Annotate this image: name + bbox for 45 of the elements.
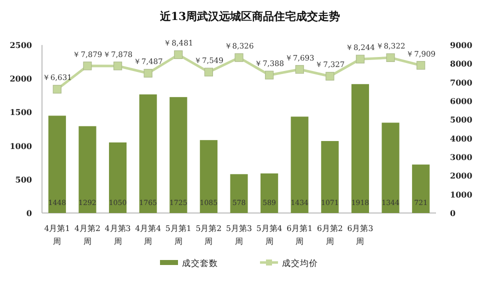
bar	[412, 164, 430, 213]
y2-tick-label: 1000	[450, 189, 473, 200]
point	[326, 72, 334, 81]
bar	[200, 140, 218, 213]
point	[113, 62, 122, 70]
y2-tick-label: 2000	[450, 170, 473, 181]
y2-tick-label: 8000	[450, 58, 473, 69]
point	[265, 70, 274, 80]
point	[52, 84, 62, 94]
bar	[260, 173, 278, 213]
y-tick-label: 1000	[10, 140, 32, 151]
point	[356, 54, 365, 64]
point	[83, 62, 92, 70]
y2-tick-label: 6000	[450, 96, 473, 106]
y-tick-label: 2000	[10, 74, 32, 84]
y2-tick-label: 0	[450, 208, 456, 218]
point	[386, 53, 395, 62]
bar	[48, 116, 66, 213]
bar	[170, 97, 188, 213]
chart-title: 近13周武汉远城区商品住宅成交走势	[158, 10, 340, 23]
y2-tick-label: 3000	[450, 152, 473, 162]
bar	[321, 141, 339, 213]
bar	[351, 84, 370, 213]
bar	[78, 126, 96, 213]
y2-tick-label: 9000	[450, 40, 473, 50]
point	[295, 65, 304, 74]
y2-tick-label: 5000	[450, 114, 473, 125]
bar	[290, 116, 308, 213]
y-tick-label: 0	[26, 208, 32, 218]
point	[234, 53, 244, 62]
bar	[139, 94, 157, 213]
point	[174, 50, 183, 59]
point	[144, 68, 152, 78]
bar	[108, 142, 127, 213]
bar	[230, 174, 248, 213]
y2-tick-label: 7000	[450, 77, 473, 88]
y2-tick-label: 4000	[450, 133, 473, 144]
legend-label: 成交均价	[282, 258, 318, 269]
bar	[382, 122, 400, 213]
point	[416, 61, 426, 70]
legend-label: 成交套数	[182, 258, 218, 269]
y-tick-label: 1500	[10, 107, 32, 118]
y-tick-label: 2500	[10, 40, 32, 50]
point	[204, 68, 213, 76]
y-tick-label: 500	[15, 174, 32, 184]
